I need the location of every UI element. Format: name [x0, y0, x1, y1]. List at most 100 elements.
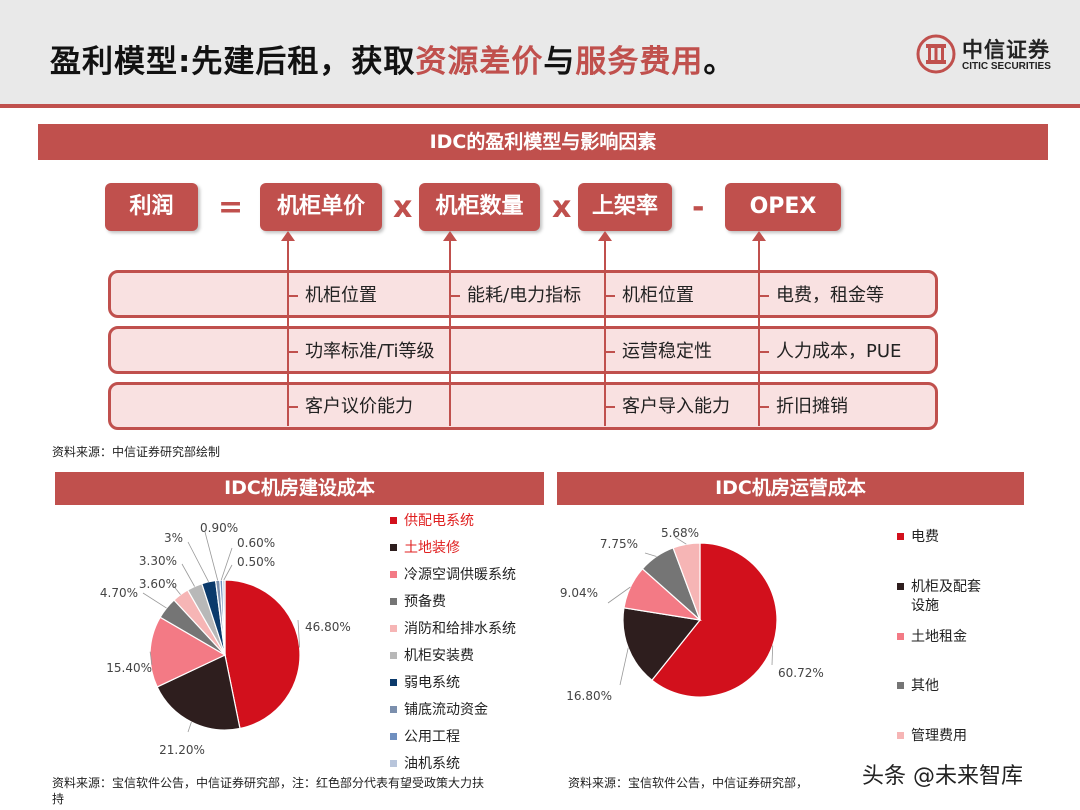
legend-swatch	[390, 598, 397, 605]
pie-slice-label: 21.20%	[159, 743, 205, 757]
pie-leader-line	[223, 564, 233, 581]
pie-slice	[224, 579, 301, 730]
factor-cabinet-location: 机柜位置	[305, 285, 377, 306]
pie-slice-label: 5.68%	[661, 526, 699, 540]
header-divider	[0, 104, 1080, 108]
legend-swatch	[390, 706, 397, 713]
legend-swatch	[390, 733, 397, 740]
title-highlight-resource: 资源差价	[415, 44, 544, 80]
pie-leader-line	[187, 541, 209, 582]
factor-bargaining-power: 客户议价能力	[305, 396, 413, 417]
pie-leader-line	[220, 547, 233, 581]
tick	[606, 406, 615, 408]
pie-slice-label: 0.90%	[200, 521, 238, 535]
pie-slice-label: 0.50%	[237, 555, 275, 569]
legend-label: 铺底流动资金	[404, 702, 488, 718]
logo-english: CITIC SECURITIES	[962, 61, 1051, 72]
formula-rack-rate: 上架率	[578, 183, 672, 231]
pie-leader-line	[674, 536, 687, 545]
watermark: 头条 @未来智库	[862, 764, 1023, 789]
build-source-line1: 资料来源：宝信软件公告，中信证券研究部，注：红色部分代表有望受政策大力扶	[52, 776, 485, 790]
pie-leader-line	[607, 586, 631, 604]
tick	[289, 351, 298, 353]
factor-power-standard: 功率标准/Ti等级	[305, 341, 435, 362]
pie-leader-line	[771, 645, 774, 666]
citic-emblem-icon	[916, 34, 956, 74]
pie-slice	[672, 542, 701, 621]
legend-swatch	[897, 533, 904, 540]
model-banner: IDC的盈利模型与影响因素	[38, 124, 1048, 160]
legend-swatch	[390, 544, 397, 551]
legend-label: 供配电系统	[404, 513, 474, 529]
pie-leader-line	[187, 721, 192, 733]
pie-leader-line	[171, 583, 181, 595]
pie-slice-label: 7.75%	[600, 537, 638, 551]
pie-slice-label: 46.80%	[305, 620, 351, 634]
formula-profit: 利润	[105, 183, 198, 231]
pie-slice-label: 0.60%	[237, 536, 275, 550]
arrow-cabinet-count	[449, 240, 451, 426]
build-cost-pie-chart: 46.80% 21.20% 15.40% 4.70%3.60% 3.30% 3% 0.90%…	[100, 521, 351, 757]
logo-name: 中信证券	[962, 38, 1050, 62]
arrow-head-cabinet-price	[281, 231, 295, 241]
legend-label: 土地装修	[404, 540, 460, 556]
factor-operation-stability: 运营稳定性	[622, 341, 712, 362]
pie-slice-label: 4.70%	[100, 586, 138, 600]
factor-row-2	[108, 326, 938, 374]
factor-row-1	[108, 270, 938, 318]
pie-slice-label: 9.04%	[560, 586, 598, 600]
legend-label: 设施	[911, 598, 939, 614]
legend-swatch	[897, 633, 904, 640]
factor-row-3	[108, 382, 938, 430]
ops-cost-legend: 电费机柜及配套设施土地租金其他管理费用	[897, 528, 1027, 758]
tick	[760, 406, 769, 408]
legend-swatch	[897, 682, 904, 689]
legend-label: 冷源空调供暖系统	[404, 567, 516, 583]
legend-label: 其他	[911, 678, 939, 694]
tick	[289, 406, 298, 408]
legend-label: 机柜及配套	[911, 579, 981, 595]
legend-label: 弱电系统	[404, 675, 460, 691]
legend-label: 油机系统	[404, 756, 460, 772]
arrow-head-cabinet-count	[443, 231, 457, 241]
legend-swatch	[390, 679, 397, 686]
legend-label: 机柜安装费	[404, 648, 474, 664]
operator-times-2: x	[552, 190, 572, 225]
tick	[760, 351, 769, 353]
formula-cabinet-price: 机柜单价	[260, 183, 382, 231]
build-source-line2: 持	[52, 792, 65, 806]
ops-cost-pie-chart: 60.72% 16.80% 9.04% 7.75% 5.68%	[560, 526, 824, 703]
legend-label: 土地租金	[911, 629, 967, 645]
pie-slice-label: 3.30%	[139, 554, 177, 568]
tick	[606, 351, 615, 353]
factor-cabinet-location-2: 机柜位置	[622, 285, 694, 306]
citic-logo: 中信证券 CITIC SECURITIES	[916, 34, 1066, 78]
tick	[606, 295, 615, 297]
header-bar	[0, 0, 1080, 104]
factor-depreciation: 折旧摊销	[776, 396, 848, 417]
tick	[760, 295, 769, 297]
legend-label: 管理费用	[911, 728, 967, 744]
factor-labor-pue: 人力成本，PUE	[776, 341, 902, 362]
factor-energy-quota: 能耗/电力指标	[467, 285, 582, 306]
ops-cost-banner: IDC机房运营成本	[557, 472, 1024, 505]
pie-slice	[622, 607, 702, 682]
legend-swatch	[390, 652, 397, 659]
ops-source: 资料来源：宝信软件公告，中信证券研究部，	[568, 776, 809, 790]
pie-slice-label: 15.40%	[106, 661, 152, 675]
pie-leader-line	[297, 619, 300, 648]
pie-slice-label: 3.60%	[139, 577, 177, 591]
legend-swatch	[897, 732, 904, 739]
legend-label: 电费	[911, 529, 939, 545]
pie-leader-line	[181, 563, 195, 587]
legend-swatch	[390, 517, 397, 524]
pie-leader-line	[149, 651, 153, 666]
pie-slice-label: 16.80%	[566, 689, 612, 703]
legend-label: 公用工程	[404, 729, 460, 745]
pie-slice	[651, 542, 778, 698]
formula-cabinet-count: 机柜数量	[419, 183, 540, 231]
pie-slice-label: 3%	[164, 531, 183, 545]
factor-customer-onboarding: 客户导入能力	[622, 396, 730, 417]
tick	[451, 295, 460, 297]
tick	[289, 295, 298, 297]
